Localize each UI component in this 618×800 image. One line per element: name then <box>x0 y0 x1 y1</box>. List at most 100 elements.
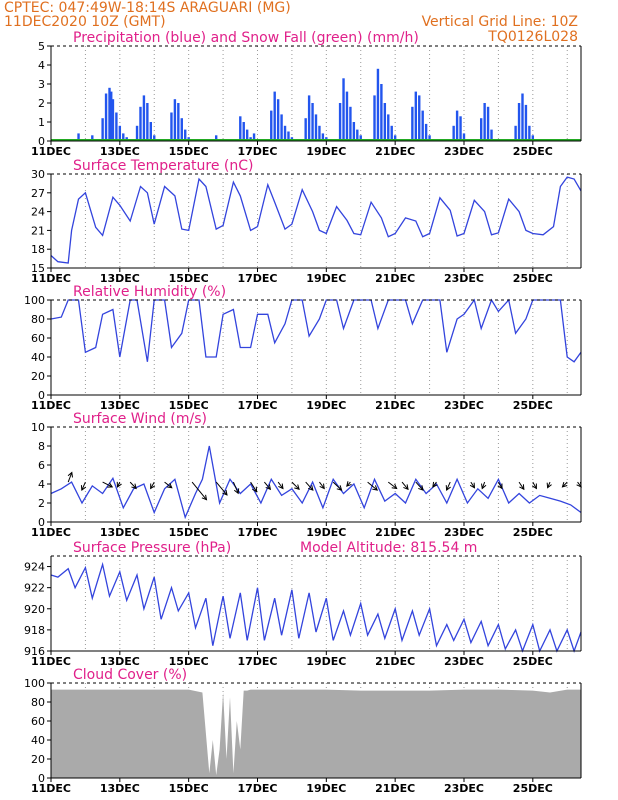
x-tick-label: 19DEC <box>306 782 346 795</box>
wind-arrowhead <box>481 483 487 490</box>
panel-title: Surface Temperature (nC) <box>73 158 254 174</box>
x-tick-label: 21DEC <box>375 272 415 285</box>
wind-arrowhead <box>131 483 137 490</box>
wind-arrowhead <box>403 484 409 491</box>
x-tick-label: 15DEC <box>169 782 209 795</box>
precip-bar <box>283 125 287 141</box>
x-tick-label: 25DEC <box>513 399 553 412</box>
precip-bar <box>314 114 318 141</box>
x-tick-label: 23DEC <box>444 655 484 668</box>
x-tick-label: 19DEC <box>306 399 346 412</box>
wind-arrow <box>67 472 73 483</box>
y-tick-label: 21 <box>31 224 45 237</box>
wind-arrowhead <box>391 483 398 490</box>
precip-bar <box>214 135 218 141</box>
x-tick-label: 11DEC <box>31 782 71 795</box>
wind-arrow <box>387 481 397 489</box>
wind-arrow <box>319 481 325 489</box>
x-tick-label: 13DEC <box>100 399 140 412</box>
x-tick-label: 19DEC <box>306 272 346 285</box>
precip-bar <box>486 106 490 141</box>
precip-bar <box>170 112 173 141</box>
x-tick-label: 11DEC <box>31 145 71 158</box>
wind-arrow <box>415 481 424 491</box>
x-tick-label: 11DEC <box>31 399 71 412</box>
precip-bar <box>146 103 149 141</box>
precip-bar <box>383 103 387 141</box>
precip-bar <box>342 78 345 141</box>
x-tick-label: 13DEC <box>100 526 140 539</box>
precip-bar <box>101 118 104 141</box>
wind-arrow <box>250 481 258 492</box>
x-tick-label: 23DEC <box>444 272 484 285</box>
precip-bar <box>380 84 383 141</box>
x-tick-label: 23DEC <box>444 526 484 539</box>
wind-arrow <box>81 481 86 491</box>
precip-bar <box>418 95 421 141</box>
precip-bar <box>452 125 455 141</box>
wind-arrow <box>518 481 525 490</box>
precip-bar <box>180 118 183 141</box>
x-tick-label: 17DEC <box>237 145 277 158</box>
precip-bar <box>245 129 249 141</box>
y-tick-label: 80 <box>31 313 45 326</box>
y-tick-label: 24 <box>31 206 45 219</box>
precip-bar <box>280 114 283 141</box>
panel-0 <box>47 45 582 145</box>
wind-arrow <box>277 481 284 489</box>
y-tick-label: 924 <box>24 561 45 574</box>
precip-bar <box>459 116 462 141</box>
precip-bar <box>177 103 180 141</box>
precip-bar <box>352 122 356 141</box>
precip-bar <box>393 135 397 141</box>
wind-arrow <box>291 481 300 490</box>
wind-arrowhead <box>372 485 379 491</box>
wind-arrow <box>129 481 137 489</box>
y-tick-label: 4 <box>38 478 45 491</box>
precip-bar <box>517 103 521 141</box>
series-line <box>50 561 582 653</box>
y-tick-label: 2 <box>38 97 45 110</box>
precip-bar <box>115 112 118 141</box>
y-tick-label: 18 <box>31 243 45 256</box>
x-tick-label: 13DEC <box>100 272 140 285</box>
y-tick-label: 5 <box>38 40 45 53</box>
panel-3 <box>47 426 582 526</box>
wind-arrowhead <box>519 484 525 491</box>
precip-bar <box>424 123 428 141</box>
x-tick-label: 17DEC <box>237 272 277 285</box>
x-tick-label: 23DEC <box>444 145 484 158</box>
precip-bar <box>108 87 111 141</box>
wind-arrowhead <box>294 484 300 491</box>
precip-bar <box>479 118 483 141</box>
series-line <box>50 298 582 363</box>
wind-arrowhead <box>233 488 240 495</box>
header-station: CPTEC: 047:49W-18:14S ARAGUARI (MG) <box>4 0 291 16</box>
precip-bar <box>287 131 290 141</box>
y-tick-label: 30 <box>31 168 45 181</box>
precip-bar <box>153 135 156 141</box>
precip-bar <box>252 133 256 141</box>
wind-arrow <box>532 481 537 489</box>
wind-arrowhead <box>278 483 284 490</box>
precip-bar <box>483 103 486 141</box>
precip-bar <box>376 68 380 141</box>
y-tick-label: 0 <box>38 135 45 148</box>
wind-arrowhead <box>307 485 314 491</box>
series-line <box>50 176 582 264</box>
x-tick-label: 11DEC <box>31 272 71 285</box>
panel-1 <box>47 173 582 272</box>
x-tick-label: 23DEC <box>444 782 484 795</box>
model-altitude: Model Altitude: 815.54 m <box>300 540 477 556</box>
precip-bar <box>91 135 94 141</box>
x-tick-label: 11DEC <box>31 655 71 668</box>
x-tick-label: 13DEC <box>100 782 140 795</box>
x-tick-label: 19DEC <box>306 655 346 668</box>
x-tick-label: 19DEC <box>306 145 346 158</box>
wind-arrow <box>102 481 113 488</box>
series-line <box>50 445 582 520</box>
precip-bar <box>173 99 177 141</box>
header-grid-note: Vertical Grid Line: 10Z <box>422 14 578 30</box>
precip-bar <box>414 91 418 141</box>
